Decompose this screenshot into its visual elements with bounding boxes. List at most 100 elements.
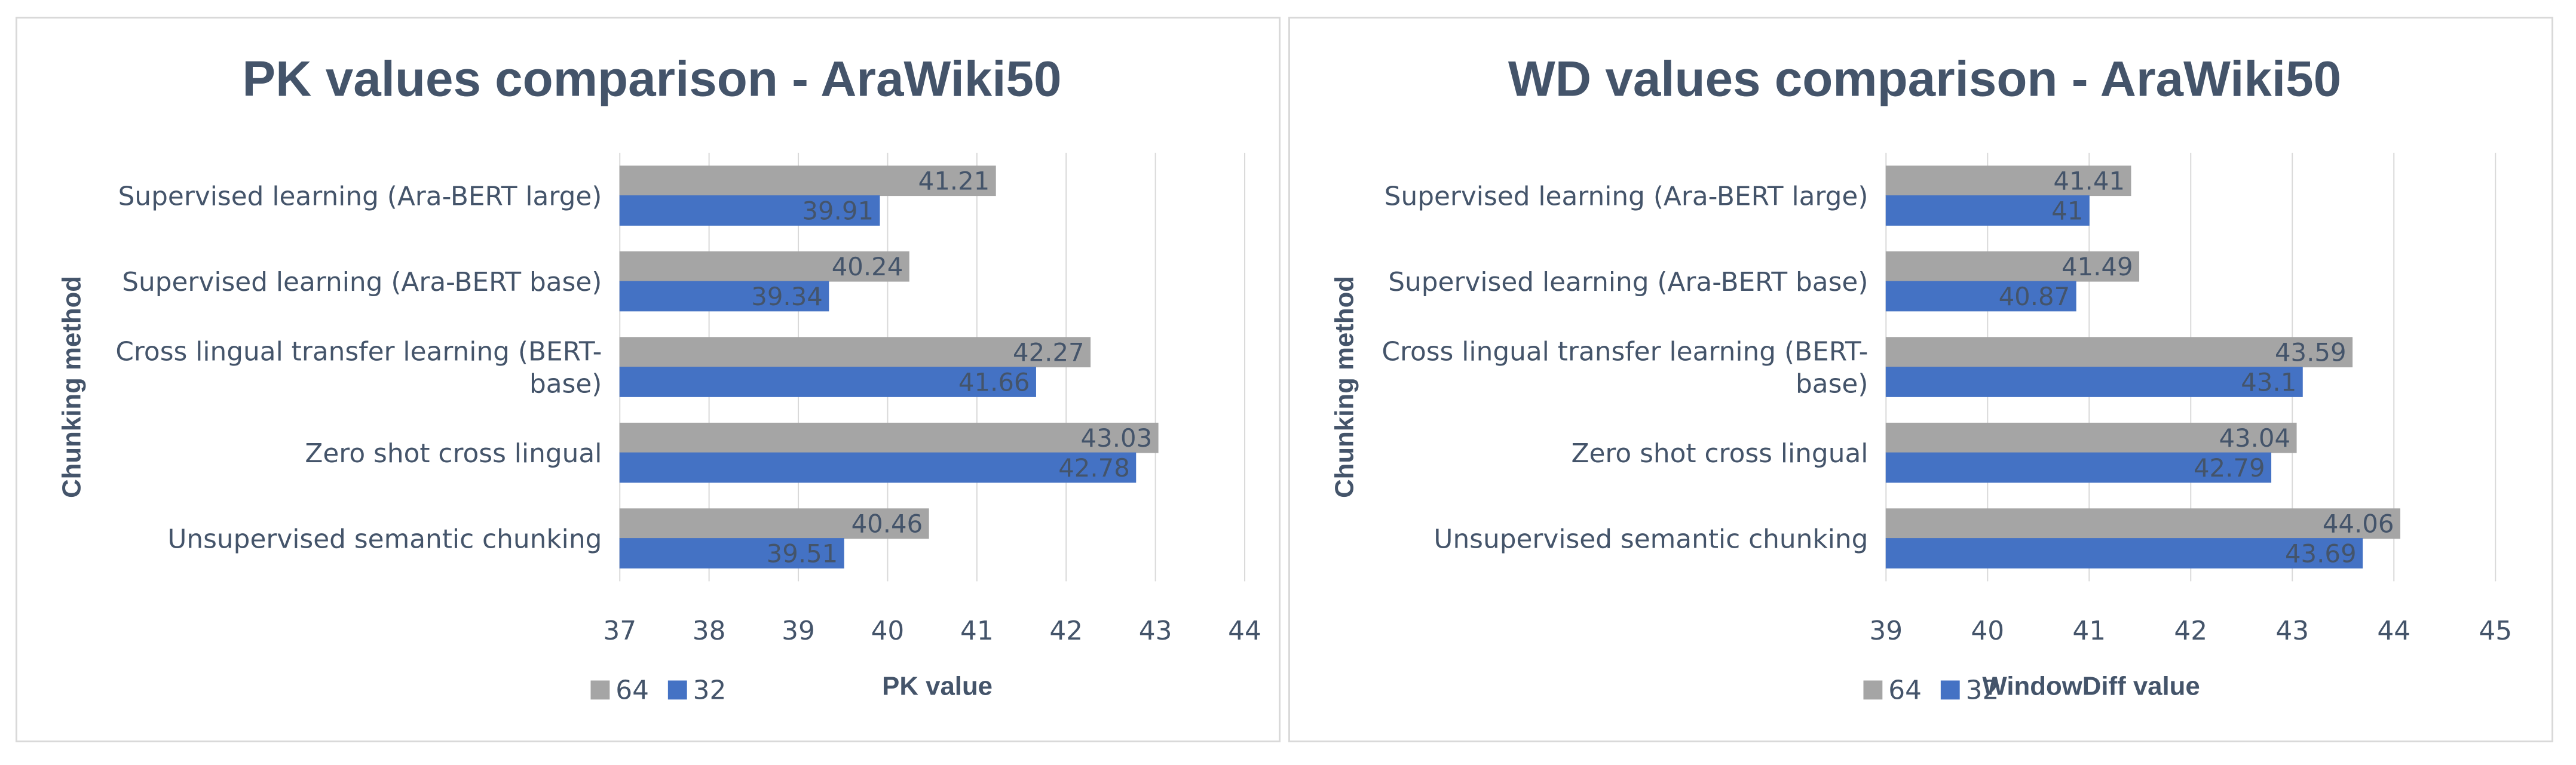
legend-label-64: 64 <box>615 675 649 705</box>
legend-label-32: 32 <box>1966 675 1999 705</box>
data-label: 41 <box>2051 196 2083 225</box>
category-label: Supervised learning (Ara-BERT base) <box>1388 267 1868 297</box>
data-label: 40.46 <box>851 509 923 539</box>
x-tick-label: 40 <box>871 616 905 646</box>
x-tick-label: 41 <box>960 616 994 646</box>
bar-series-32 <box>1885 452 2272 483</box>
x-tick-label: 42 <box>2174 616 2207 646</box>
bar-series-32 <box>619 281 829 312</box>
x-tick-label: 40 <box>1971 616 2004 646</box>
legend: 64 32 <box>590 675 726 705</box>
bar-series-64 <box>619 422 1159 453</box>
bar-series-32 <box>619 367 1036 397</box>
x-tick-label: 45 <box>2479 616 2512 646</box>
legend-label-64: 64 <box>1888 675 1922 705</box>
bar-series-32 <box>619 195 880 226</box>
x-tick-label: 44 <box>1228 616 1261 646</box>
data-label: 41.21 <box>918 167 990 196</box>
category-label-line: Supervised learning (Ara-BERT large) <box>118 182 602 212</box>
category-label-line: Unsupervised semantic chunking <box>1434 524 1868 555</box>
data-label: 39.34 <box>751 282 823 311</box>
legend-swatch-32 <box>667 680 687 700</box>
x-tick-label: 44 <box>2377 616 2410 646</box>
category-label: Supervised learning (Ara-BERT large) <box>118 182 602 212</box>
data-label: 43.59 <box>2275 338 2347 367</box>
category-label-line: base) <box>1796 368 1868 399</box>
x-tick-label: 39 <box>1869 616 1903 646</box>
y-axis-title: Chunking method <box>1330 276 1359 498</box>
category-label: Cross lingual transfer learning (BERT-ba… <box>1382 337 1868 400</box>
legend: 64 32 <box>1863 675 1999 705</box>
data-label: 42.78 <box>1058 453 1130 483</box>
pk-chart: PK values comparison - AraWiki50 Chunkin… <box>57 50 1261 705</box>
category-label-line: Supervised learning (Ara-BERT base) <box>122 267 602 297</box>
data-label: 43.03 <box>1081 423 1153 453</box>
x-tick-label: 41 <box>2072 616 2106 646</box>
category-label-line: base) <box>529 368 602 399</box>
x-axis-title: WindowDiff value <box>1982 671 2200 701</box>
data-label: 41.49 <box>2062 252 2133 281</box>
bar-series-64 <box>1885 508 2400 539</box>
chart-title: WD values comparison - AraWiki50 <box>1508 50 2341 106</box>
data-label: 41.66 <box>958 367 1030 397</box>
x-tick-labels: 39 40 41 42 43 44 45 <box>1869 616 2512 646</box>
legend-label-32: 32 <box>693 675 727 705</box>
category-label: Zero shot cross lingual <box>305 438 602 469</box>
bar-series-64 <box>619 337 1091 368</box>
data-label: 39.91 <box>802 196 874 225</box>
category-label: Zero shot cross lingual <box>1571 438 1868 469</box>
data-label: 41.41 <box>2053 167 2125 196</box>
x-tick-label: 43 <box>2275 616 2309 646</box>
chart-panel-pk: PK values comparison - AraWiki50 Chunkin… <box>16 17 1281 742</box>
data-label: 42.79 <box>2194 453 2265 483</box>
bar-series-64 <box>1885 165 2131 196</box>
bar-series-64 <box>1885 422 2297 453</box>
data-label: 39.51 <box>767 539 838 568</box>
data-label: 40.24 <box>832 252 903 281</box>
category-label: Cross lingual transfer learning (BERT-ba… <box>115 337 602 400</box>
data-label: 40.87 <box>1999 282 2070 311</box>
wd-chart: WD values comparison - AraWiki50 Chunkin… <box>1330 50 2512 705</box>
legend-swatch-32 <box>1940 680 1960 700</box>
category-label-line: Cross lingual transfer learning (BERT- <box>1382 337 1868 367</box>
category-label-line: Supervised learning (Ara-BERT base) <box>1388 267 1868 297</box>
category-label-line: Zero shot cross lingual <box>1571 438 1868 469</box>
data-label: 43.04 <box>2219 423 2290 453</box>
x-tick-labels: 37 38 39 40 41 42 43 44 <box>603 616 1261 646</box>
category-label: Supervised learning (Ara-BERT large) <box>1385 182 1869 212</box>
data-label: 42.27 <box>1013 338 1085 367</box>
legend-swatch-64 <box>1863 680 1883 700</box>
bar-series-32 <box>619 538 844 569</box>
x-tick-label: 42 <box>1049 616 1083 646</box>
x-tick-label: 43 <box>1139 616 1172 646</box>
x-tick-label: 37 <box>603 616 636 646</box>
bar-series-32 <box>1885 538 2363 569</box>
category-label: Unsupervised semantic chunking <box>1434 524 1868 555</box>
x-axis-title: PK value <box>882 671 993 701</box>
legend-swatch-64 <box>590 680 610 700</box>
bar-series-64 <box>619 251 909 282</box>
bar-series-32 <box>619 452 1137 483</box>
chart-panel-wd: WD values comparison - AraWiki50 Chunkin… <box>1288 17 2553 742</box>
x-tick-label: 39 <box>782 616 815 646</box>
category-label: Supervised learning (Ara-BERT base) <box>122 267 602 297</box>
category-label-line: Unsupervised semantic chunking <box>167 524 602 555</box>
category-label-line: Supervised learning (Ara-BERT large) <box>1385 182 1869 212</box>
bars <box>619 165 1159 569</box>
category-labels: Supervised learning (Ara-BERT large) Supe… <box>1382 182 1868 555</box>
bar-series-64 <box>1885 251 2140 282</box>
bar-series-64 <box>1885 337 2353 368</box>
bar-series-32 <box>1885 367 2303 397</box>
data-label: 44.06 <box>2323 509 2394 539</box>
category-label-line: Zero shot cross lingual <box>305 438 602 469</box>
bar-series-32 <box>1885 195 2090 226</box>
category-label-line: Cross lingual transfer learning (BERT- <box>115 337 602 367</box>
chart-title: PK values comparison - AraWiki50 <box>242 50 1061 106</box>
x-tick-label: 38 <box>693 616 726 646</box>
y-axis-title: Chunking method <box>57 276 87 498</box>
data-label: 43.1 <box>2241 367 2296 397</box>
category-labels: Supervised learning (Ara-BERT large) Supe… <box>115 182 602 555</box>
category-label: Unsupervised semantic chunking <box>167 524 602 555</box>
